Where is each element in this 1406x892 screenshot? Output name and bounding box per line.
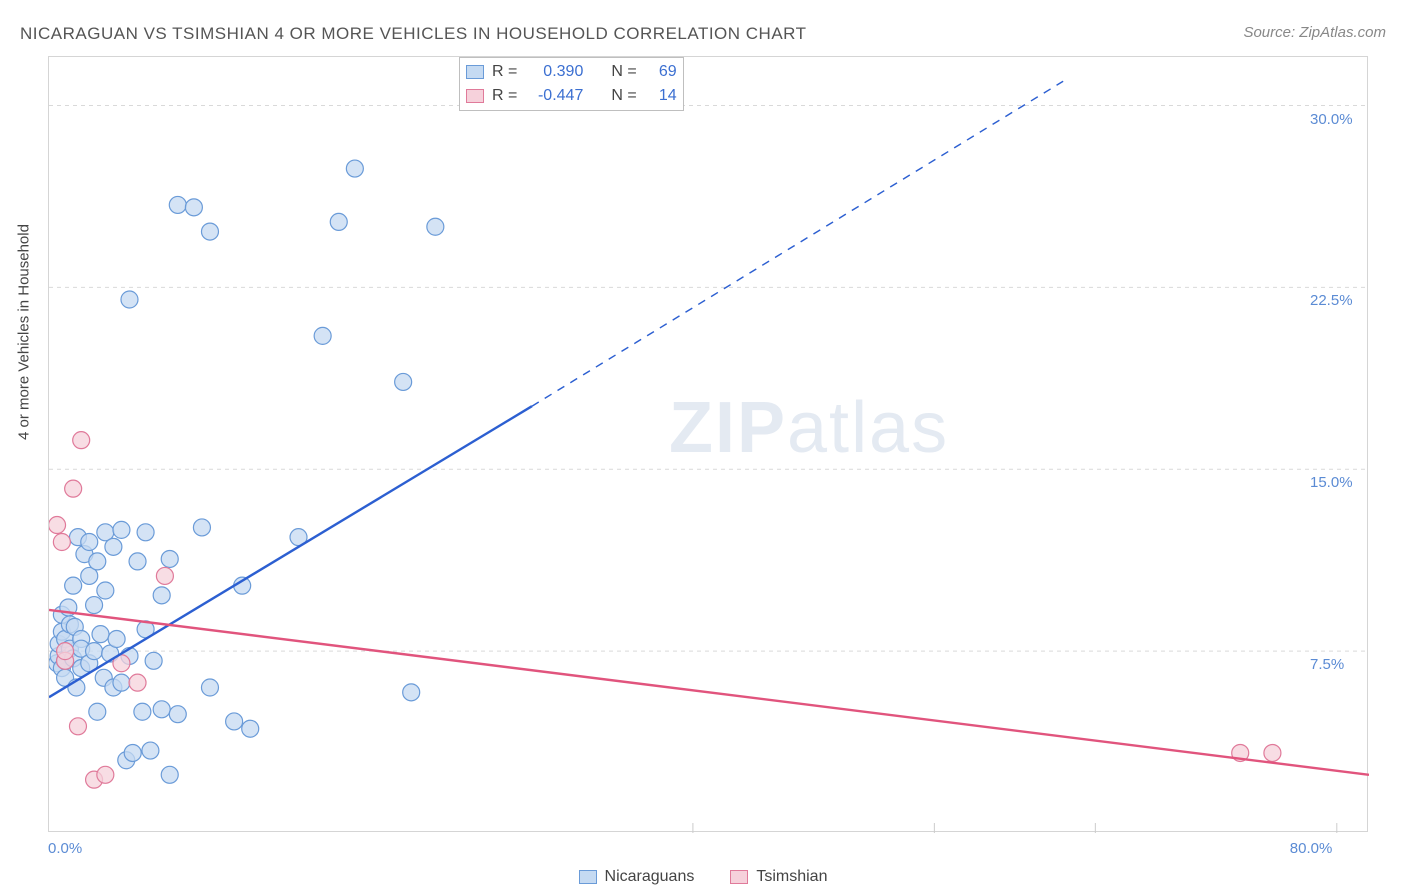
chart-title: NICARAGUAN VS TSIMSHIAN 4 OR MORE VEHICL… [20,24,807,44]
y-tick-label: 15.0% [1310,474,1353,491]
y-tick-label: 22.5% [1310,292,1353,309]
legend-item: Nicaraguans [579,868,695,886]
y-tick-label: 30.0% [1310,111,1353,128]
x-tick-label: 80.0% [1290,840,1333,857]
scatter-svg [49,57,1369,833]
stats-row: R =-0.447N =14 [466,84,677,108]
source-label: Source: ZipAtlas.com [1243,24,1386,41]
legend-swatch [466,89,484,103]
stats-row: R =0.390N =69 [466,60,677,84]
y-axis-label: 4 or more Vehicles in Household [16,224,33,440]
plot-area: ZIPatlas R =0.390N =69R =-0.447N =14 [48,56,1368,832]
y-tick-label: 7.5% [1310,656,1344,673]
legend-swatch [730,870,748,884]
correlation-stats-box: R =0.390N =69R =-0.447N =14 [459,57,684,111]
legend-swatch [579,870,597,884]
legend-swatch [466,65,484,79]
x-tick-label: 0.0% [48,840,82,857]
legend-label: Nicaraguans [605,868,695,886]
legend-label: Tsimshian [756,868,827,886]
bottom-legend: Nicaraguans Tsimshian [0,868,1406,886]
legend-item: Tsimshian [730,868,827,886]
